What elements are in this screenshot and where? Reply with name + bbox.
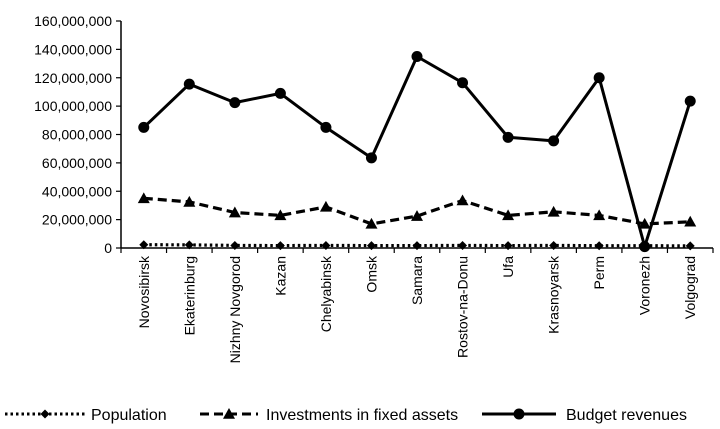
data-point [365, 152, 377, 164]
data-point [502, 209, 515, 221]
data-point [137, 192, 150, 204]
data-point [411, 50, 423, 62]
x-tick-label: Ufa [500, 256, 516, 278]
series-population [139, 240, 695, 251]
data-point [503, 241, 513, 251]
legend-marker [223, 408, 235, 419]
data-point [684, 95, 696, 107]
data-point [183, 195, 196, 207]
legend-marker [513, 408, 525, 420]
x-tick-label: Nizhny Novgorod [227, 256, 243, 363]
legend-item-investments-in-fixed-assets: Investments in fixed assets [200, 407, 458, 424]
data-point [319, 200, 332, 212]
data-point [275, 241, 285, 251]
data-point [184, 240, 194, 250]
x-tick-label: Voronezh [637, 256, 653, 315]
data-point [320, 121, 332, 133]
x-tick-label: Novosibirsk [136, 255, 152, 328]
data-point [321, 240, 331, 250]
legend-item-population: Population [5, 407, 167, 424]
x-tick-label: Omsk [363, 255, 379, 293]
x-tick-label: Perm [591, 256, 607, 289]
data-point [549, 240, 559, 250]
data-point [457, 77, 469, 89]
y-tick-label: 100,000,000 [34, 98, 112, 114]
x-tick-label: Rostov-na-Donu [455, 256, 471, 358]
x-tick-label: Chelyabinsk [318, 255, 334, 332]
data-point [274, 209, 287, 221]
data-point [183, 78, 195, 90]
data-point [593, 209, 606, 221]
data-point [274, 87, 286, 99]
data-point [365, 217, 378, 229]
data-point [548, 135, 560, 147]
data-point [502, 131, 514, 143]
data-point [593, 72, 605, 84]
legend-label: Investments in fixed assets [266, 407, 458, 424]
y-axis-ticks: 0 20,000,000 40,000,000 60,000,000 80,000,00… [34, 13, 121, 256]
data-point [685, 241, 695, 251]
y-tick-label: 160,000,000 [34, 13, 112, 29]
legend-label: Budget revenues [566, 407, 687, 424]
data-point [594, 241, 604, 251]
data-point [639, 241, 651, 253]
y-tick-label: 60,000,000 [42, 155, 112, 171]
data-point [366, 241, 376, 251]
legend: Population Investments in fixed assets Bud… [5, 407, 687, 424]
x-tick-label: Volgograd [682, 256, 698, 319]
data-point [230, 240, 240, 250]
data-point [138, 121, 150, 133]
x-tick-label: Kazan [272, 256, 288, 296]
y-tick-label: 40,000,000 [42, 183, 112, 199]
data-point [547, 205, 560, 217]
series-layer [137, 50, 697, 253]
x-tick-label: Krasnoyarsk [546, 255, 562, 334]
y-tick-label: 140,000,000 [34, 41, 112, 57]
y-tick-label: 0 [104, 240, 112, 256]
legend-label: Population [91, 407, 167, 424]
x-axis-ticks: Novosibirsk Ekaterinburg Nizhny Novgorod Ka… [120, 248, 714, 363]
data-point [684, 215, 697, 227]
legend-marker [40, 409, 50, 419]
data-point [456, 194, 469, 206]
series-investments-in-fixed-assets [137, 192, 697, 229]
y-tick-label: 120,000,000 [34, 70, 112, 86]
data-point [412, 241, 422, 251]
data-point [411, 210, 423, 221]
data-point [458, 240, 468, 250]
data-point [228, 206, 241, 218]
x-tick-label: Samara [409, 256, 425, 305]
series-budget-revenues [138, 50, 696, 253]
data-point [638, 217, 651, 229]
y-tick-label: 20,000,000 [42, 212, 112, 228]
x-tick-label: Ekaterinburg [181, 256, 197, 335]
legend-item-budget-revenues: Budget revenues [482, 407, 687, 424]
data-point [229, 97, 241, 109]
data-point [139, 240, 149, 250]
y-tick-label: 80,000,000 [42, 127, 112, 143]
